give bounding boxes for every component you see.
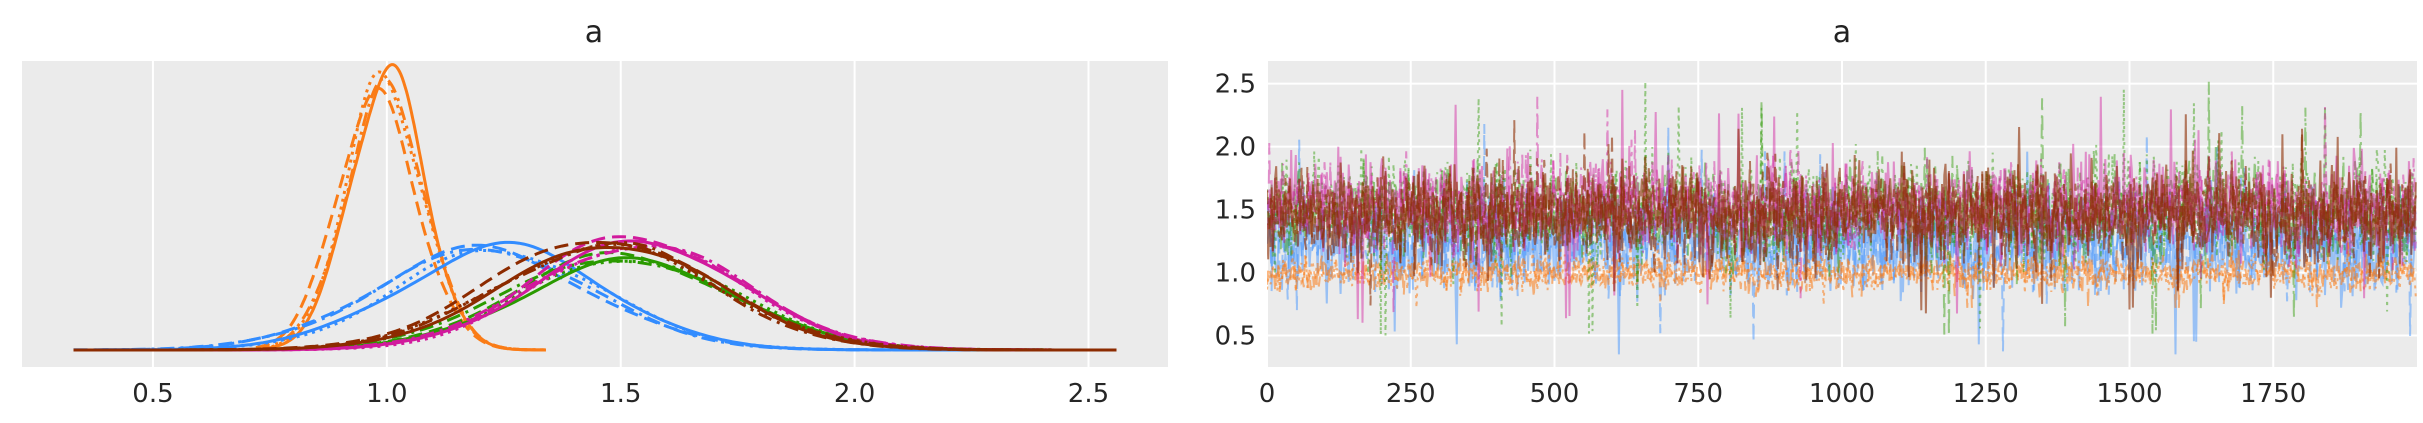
- trace-x-tick-label: 1500: [2096, 379, 2162, 409]
- trace-x-tick-label: 1250: [1953, 379, 2019, 409]
- density-curve: [73, 241, 1117, 352]
- trace-lines: [1267, 81, 2417, 355]
- trace-x-tick-label: 750: [1673, 379, 1723, 409]
- trace-y-tick-label: 1.0: [1215, 259, 1256, 289]
- trace-x-tick-label: 250: [1386, 379, 1436, 409]
- trace-x-tick-label: 1000: [1809, 379, 1875, 409]
- density-x-tick-label: 1.5: [600, 379, 641, 409]
- trace-line: [1267, 123, 2417, 352]
- density-panel: a 0.5 1.0 1.5 2.0 2.5: [22, 15, 1168, 409]
- trace-line: [1267, 120, 2417, 306]
- density-title: a: [585, 15, 603, 50]
- density-x-tick-label: 0.5: [132, 379, 173, 409]
- trace-x-tick-label: 0: [1259, 379, 1276, 409]
- trace-y-ticks: 0.5 1.0 1.5 2.0 2.5: [1215, 70, 1256, 352]
- trace-y-tick-label: 0.5: [1215, 322, 1256, 352]
- density-x-ticks: 0.5 1.0 1.5 2.0 2.5: [132, 379, 1109, 409]
- density-grid: [151, 61, 1090, 367]
- density-x-tick-label: 2.0: [834, 379, 875, 409]
- density-x-tick-label: 1.0: [366, 379, 407, 409]
- trace-panel: a 0 250 500 750 1000 1250 1500 1750 0.5 1.0 1.5 2.…: [1215, 15, 2417, 409]
- trace-y-tick-label: 2.5: [1215, 70, 1256, 100]
- trace-line: [1267, 234, 2417, 308]
- trace-y-tick-label: 2.0: [1215, 133, 1256, 163]
- density-x-tick-label: 2.5: [1068, 379, 1109, 409]
- trace-y-tick-label: 1.5: [1215, 196, 1256, 226]
- trace-x-ticks: 0 250 500 750 1000 1250 1500 1750: [1259, 379, 2307, 409]
- trace-x-tick-label: 1750: [2240, 379, 2306, 409]
- density-curve: [255, 77, 546, 352]
- density-curves: [73, 63, 1117, 352]
- density-plot-area: [22, 61, 1168, 367]
- trace-x-tick-label: 500: [1530, 379, 1580, 409]
- density-curve: [73, 259, 1117, 352]
- trace-title: a: [1833, 15, 1851, 50]
